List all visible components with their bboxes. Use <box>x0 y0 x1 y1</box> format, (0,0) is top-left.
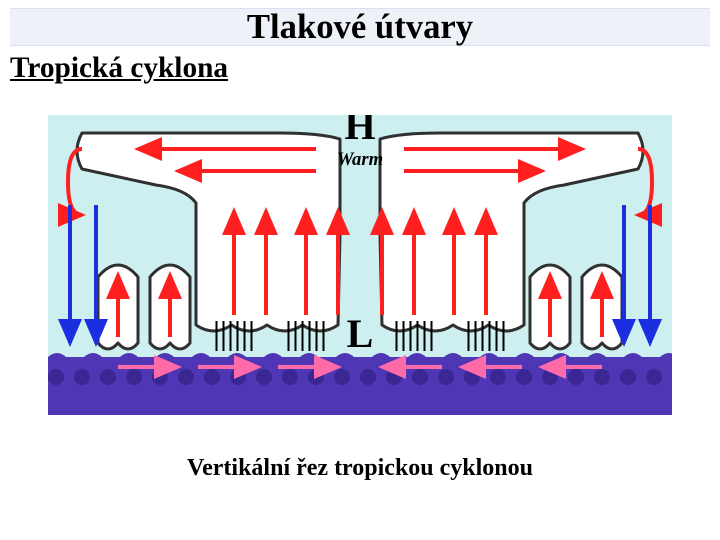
title-band: Tlakové útvary <box>10 8 710 46</box>
diagram-svg: HWarm L <box>48 115 672 415</box>
caption: Vertikální řez tropickou cyklonou <box>0 455 720 482</box>
cyclone-diagram: HWarm L <box>48 115 672 415</box>
svg-text:H: H <box>344 115 375 148</box>
subtitle: Tropická cyklona <box>10 52 228 85</box>
svg-text:L: L <box>347 311 374 356</box>
svg-text:Warm: Warm <box>337 149 383 170</box>
page-title: Tlakové útvary <box>247 8 473 47</box>
